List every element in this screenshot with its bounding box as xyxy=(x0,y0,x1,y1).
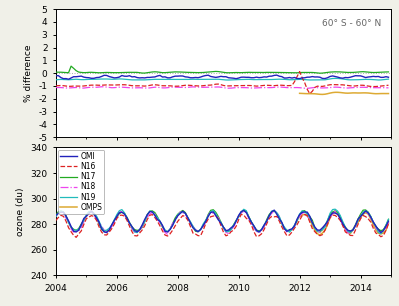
OMI xyxy=(53,214,58,217)
OMPS xyxy=(307,217,312,221)
OMPS xyxy=(325,223,330,226)
N16 xyxy=(325,222,330,226)
OMPS xyxy=(300,213,304,217)
N16 xyxy=(84,217,89,221)
OMPS xyxy=(376,231,381,235)
N17 xyxy=(165,230,170,233)
OMI xyxy=(386,219,391,223)
N19 xyxy=(323,225,328,229)
OMPS xyxy=(368,217,373,221)
N18 xyxy=(328,215,332,219)
N19 xyxy=(379,232,383,236)
N17 xyxy=(155,215,160,218)
N16 xyxy=(239,212,244,216)
OMPS xyxy=(356,221,360,224)
N17 xyxy=(81,218,86,222)
OMPS xyxy=(320,231,325,235)
N19 xyxy=(320,228,325,231)
N17 xyxy=(328,213,332,216)
OMPS xyxy=(312,229,317,232)
OMPS xyxy=(363,211,368,215)
N17 xyxy=(386,218,391,221)
N18 xyxy=(89,209,94,213)
OMPS xyxy=(330,211,335,215)
N18 xyxy=(386,221,391,224)
N17 xyxy=(325,218,330,222)
OMPS xyxy=(381,231,386,235)
OMPS xyxy=(323,228,328,232)
OMPS xyxy=(310,223,315,227)
OMPS xyxy=(361,212,365,216)
OMI xyxy=(104,231,109,234)
OMPS xyxy=(318,233,322,237)
Line: OMPS: OMPS xyxy=(300,212,389,235)
OMPS xyxy=(353,224,358,228)
N18 xyxy=(81,220,86,224)
N16 xyxy=(74,236,79,239)
OMPS xyxy=(297,215,302,218)
N16 xyxy=(53,218,58,222)
N19 xyxy=(386,218,391,221)
Line: OMI: OMI xyxy=(56,210,389,233)
Line: N19: N19 xyxy=(56,209,389,234)
N16 xyxy=(386,222,391,226)
Line: N16: N16 xyxy=(56,214,389,237)
OMPS xyxy=(335,212,340,216)
N18 xyxy=(170,222,175,225)
N18 xyxy=(165,233,170,236)
OMI xyxy=(158,219,162,223)
Y-axis label: ozone (du): ozone (du) xyxy=(16,187,25,236)
OMI xyxy=(328,214,332,218)
N16 xyxy=(158,224,162,228)
N17 xyxy=(94,216,99,220)
OMPS xyxy=(305,214,310,218)
N18 xyxy=(158,221,162,225)
N19 xyxy=(53,215,58,218)
OMPS xyxy=(333,211,338,214)
OMPS xyxy=(315,232,320,236)
Legend: OMI, N16, N17, N18, N19, OMPS: OMI, N16, N17, N18, N19, OMPS xyxy=(58,150,105,214)
Text: 60° S - 60° N: 60° S - 60° N xyxy=(322,19,381,28)
OMI xyxy=(272,208,277,212)
Line: N18: N18 xyxy=(56,211,389,234)
N19 xyxy=(165,230,170,233)
N19 xyxy=(81,218,86,222)
OMPS xyxy=(346,231,350,234)
N18 xyxy=(97,221,101,224)
N19 xyxy=(333,207,338,211)
OMPS xyxy=(386,221,391,225)
Line: N17: N17 xyxy=(56,210,389,232)
N19 xyxy=(94,214,99,218)
N18 xyxy=(53,215,58,218)
OMPS xyxy=(343,228,348,231)
OMPS xyxy=(373,228,378,232)
OMPS xyxy=(366,212,371,216)
N16 xyxy=(168,232,172,236)
N17 xyxy=(318,230,322,234)
OMPS xyxy=(348,232,353,235)
N16 xyxy=(328,216,332,219)
OMPS xyxy=(358,216,363,219)
N17 xyxy=(211,208,216,211)
OMPS xyxy=(340,223,345,227)
N16 xyxy=(97,225,101,229)
OMPS xyxy=(383,229,388,232)
OMPS xyxy=(371,223,375,227)
OMPS xyxy=(338,217,343,220)
OMPS xyxy=(328,215,332,219)
OMI xyxy=(168,228,172,231)
OMI xyxy=(325,220,330,223)
N18 xyxy=(325,221,330,224)
OMPS xyxy=(351,228,356,232)
OMPS xyxy=(379,232,383,236)
Y-axis label: % difference: % difference xyxy=(24,44,33,102)
OMPS xyxy=(302,213,307,216)
N17 xyxy=(53,213,58,217)
N19 xyxy=(155,216,160,219)
OMI xyxy=(81,217,86,220)
OMI xyxy=(94,216,99,220)
